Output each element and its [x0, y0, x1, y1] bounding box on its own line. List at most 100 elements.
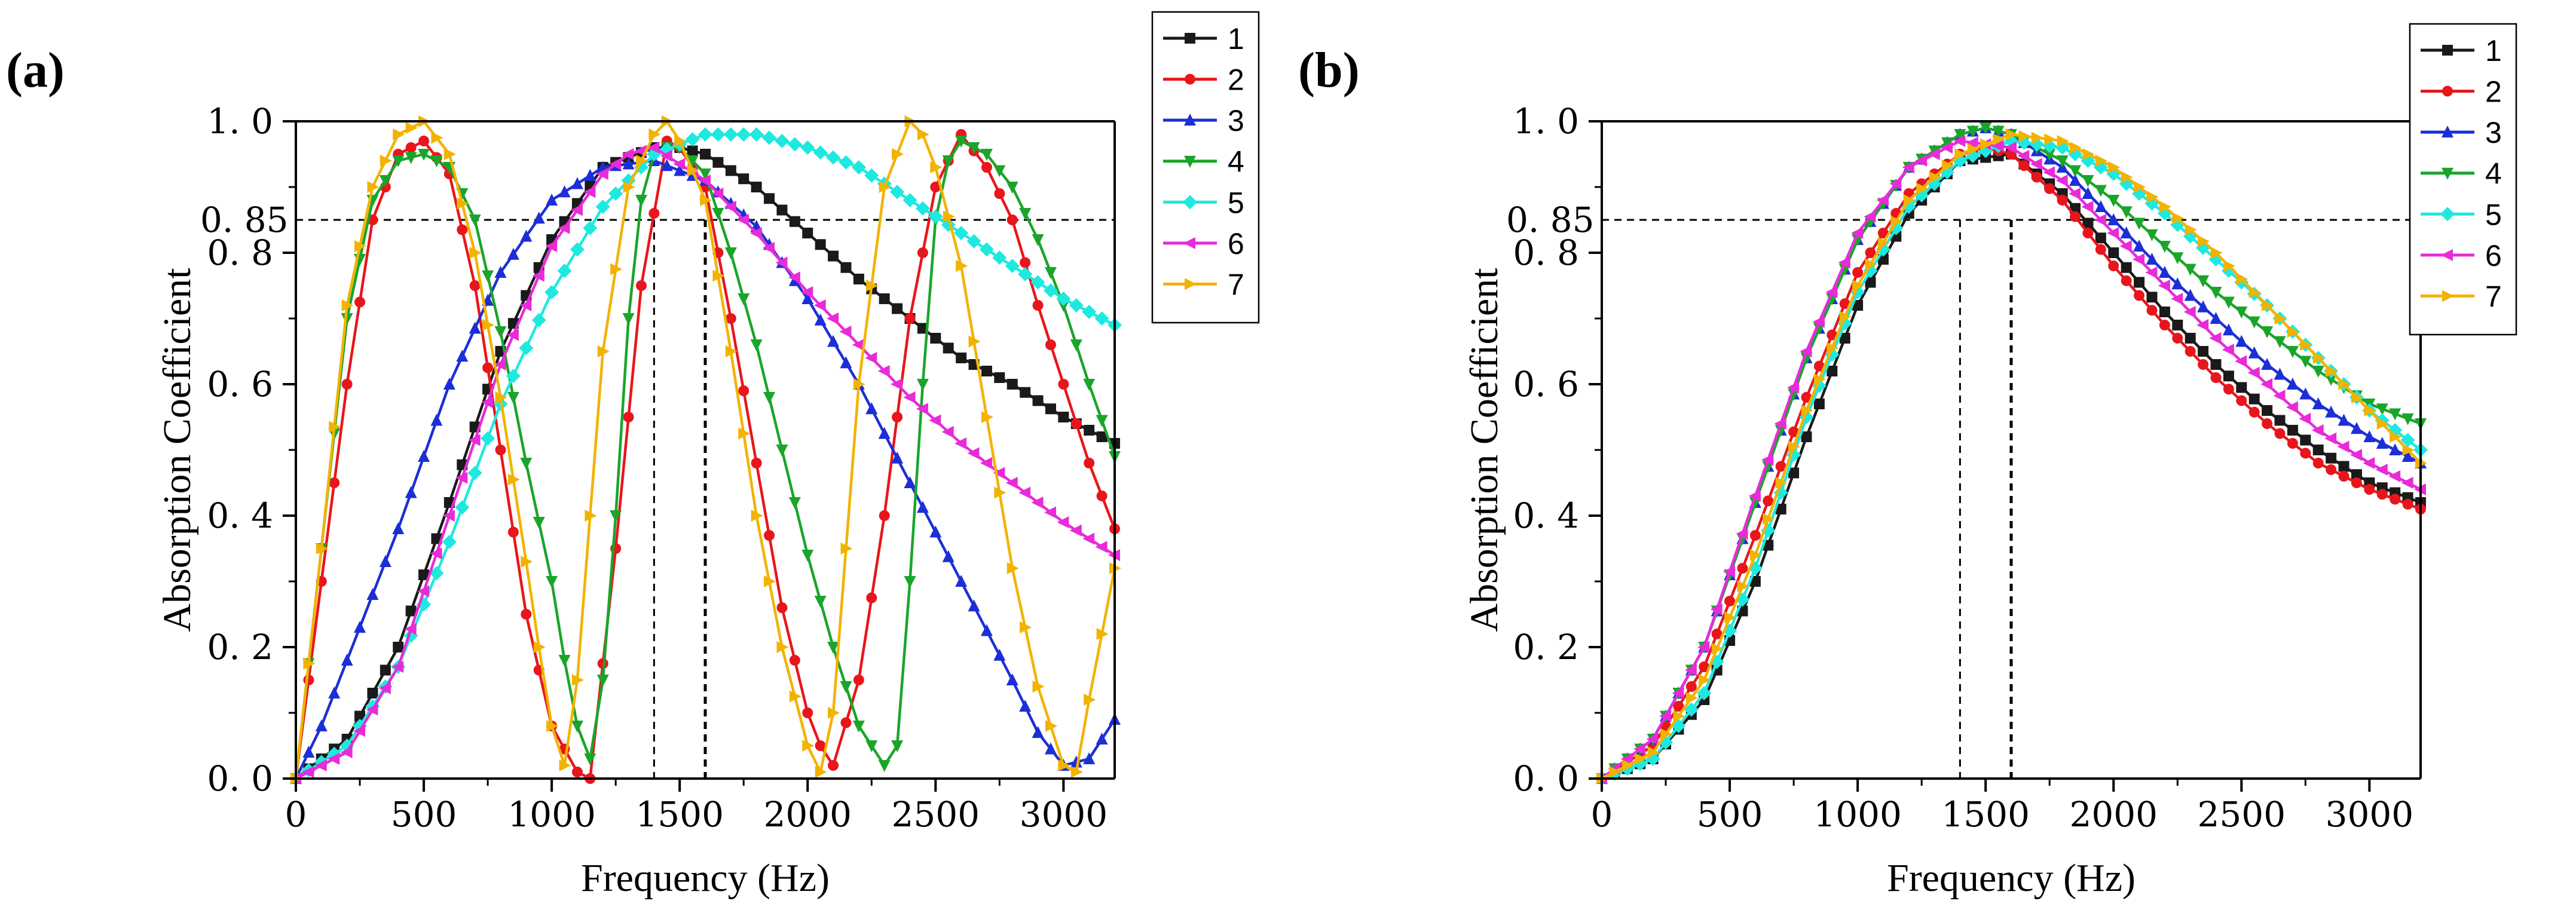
legend-marker-7 [1185, 278, 1197, 290]
series-5-marker [851, 160, 866, 174]
series-1-marker [1865, 277, 1876, 288]
series-2-marker [2082, 228, 2094, 238]
series-2-marker [469, 280, 481, 291]
y-tick-label: 1. 0 [1513, 101, 1579, 142]
series-5-marker [1094, 311, 1109, 326]
series-7-marker [917, 128, 929, 140]
series-7-marker [1903, 194, 1916, 206]
series-2-marker [1788, 426, 1800, 437]
series-7-marker [712, 269, 725, 282]
series-4-marker [852, 721, 865, 733]
series-7-marker [2274, 313, 2287, 324]
series-7-marker [789, 690, 801, 703]
series-3-marker [2350, 422, 2363, 434]
series-3-marker [1006, 673, 1018, 685]
series-1-marker [712, 157, 724, 168]
series-1-marker [1058, 412, 1069, 422]
series-7-marker [635, 155, 648, 167]
legend-marker-6 [2441, 249, 2453, 261]
series-1-marker [2248, 393, 2260, 405]
series-1-marker [2326, 452, 2337, 464]
legend-label-3: 3 [1228, 104, 1244, 137]
series-4-marker [955, 136, 968, 148]
series-3-marker [2184, 289, 2196, 301]
series-2-marker [341, 379, 353, 390]
series-7-marker [1877, 237, 1890, 249]
series-6-marker [2196, 319, 2209, 331]
series-6-marker [941, 425, 954, 438]
series-7-marker [853, 378, 865, 390]
series-3-marker [2197, 300, 2210, 313]
series-3-marker [469, 321, 481, 334]
series-5-marker [1018, 266, 1033, 281]
series-2-marker [789, 655, 800, 666]
series-2-marker [2300, 448, 2311, 459]
series-7-marker [2108, 161, 2121, 173]
series-4-marker [865, 740, 878, 752]
series-2-marker [1058, 379, 1069, 390]
series-4-marker [1954, 129, 1966, 141]
series-6-marker [1902, 161, 1914, 173]
series-6-marker [1697, 641, 1710, 653]
legend-label-7: 7 [1228, 268, 1244, 301]
series-2-marker [904, 313, 916, 324]
series-7-marker [674, 135, 687, 147]
series-4-marker [546, 576, 558, 588]
series-3-marker [916, 501, 929, 513]
series-3-marker [2107, 213, 2120, 225]
series-6-marker [1940, 142, 1953, 154]
series-4-marker [379, 175, 391, 187]
series-2-marker [1877, 228, 1889, 238]
series-7-marker [1032, 681, 1045, 693]
series-4-marker [494, 326, 507, 338]
legend-label-4: 4 [2485, 157, 2502, 191]
series-6-marker [2260, 378, 2273, 390]
series-6-marker [596, 168, 608, 180]
series-4-marker [699, 169, 711, 180]
y-tick-label: 0. 4 [207, 495, 273, 536]
series-7-marker [1058, 759, 1070, 771]
series-6-marker [1069, 524, 1082, 537]
series-6-marker [545, 240, 558, 252]
series-3-marker [840, 356, 852, 369]
series-1-marker [738, 173, 749, 185]
series-3-marker [341, 654, 353, 666]
legend-label-1: 1 [1228, 22, 1244, 56]
series-2-marker [2376, 489, 2388, 500]
series-4-marker [392, 155, 405, 167]
series-6-marker [2133, 253, 2145, 265]
series-7-marker [2198, 235, 2210, 247]
series-3-marker [674, 164, 686, 176]
series-2-marker [1699, 661, 1710, 672]
series-6-marker [1646, 733, 1659, 745]
series-6-marker [378, 682, 391, 694]
series-1-marker [2185, 333, 2196, 344]
series-2-marker [1775, 461, 1786, 472]
series-3-marker [929, 525, 942, 538]
series-7-marker [1993, 133, 2005, 146]
series-5-marker [1069, 298, 1084, 313]
series-5-marker [1056, 292, 1071, 306]
series-7-marker [1865, 258, 1877, 271]
series-7-marker [2338, 378, 2351, 390]
series-4-marker [801, 550, 814, 562]
series-5-marker [711, 127, 726, 142]
series-1-marker [956, 353, 967, 363]
series-6-marker [775, 256, 788, 269]
series-3-marker [315, 719, 328, 731]
series-5-marker [723, 127, 738, 142]
series-4-marker [1083, 379, 1096, 391]
series-5-marker [800, 140, 815, 155]
series-6-marker [865, 352, 877, 364]
y-tick-label: 0. 6 [1513, 364, 1579, 405]
series-6-marker [749, 227, 762, 239]
series-2-marker [751, 458, 762, 468]
series-7-marker [725, 345, 738, 357]
series-2-marker [521, 609, 532, 620]
series-2-marker [303, 675, 314, 685]
series-3-marker [2286, 378, 2299, 390]
series-1-marker [930, 333, 941, 344]
legend-marker-2 [2442, 85, 2453, 97]
series-1-marker [981, 366, 992, 376]
series-1-marker [840, 262, 852, 273]
